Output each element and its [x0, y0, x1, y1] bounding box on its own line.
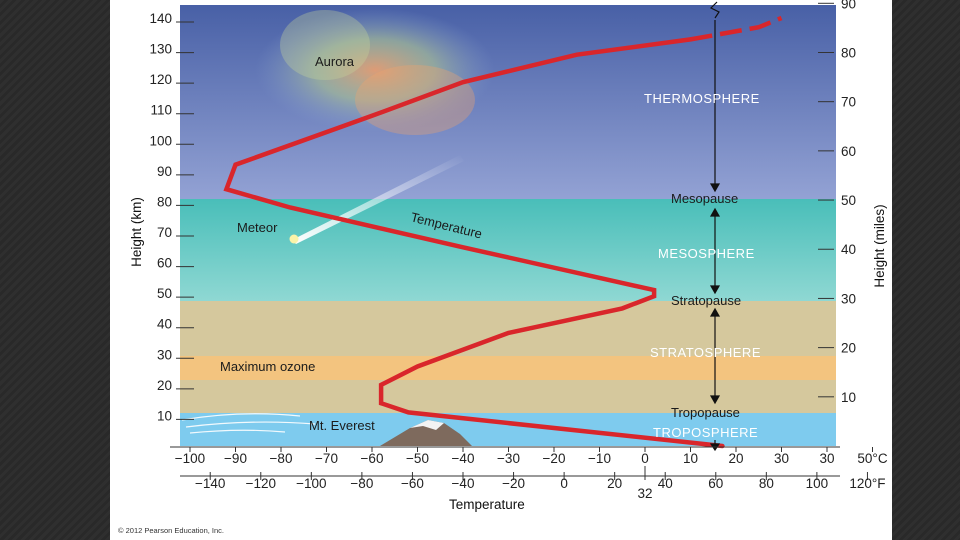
celsius-tick-label: 0	[641, 451, 649, 466]
troposphere-label: TROPOSPHERE	[653, 425, 758, 440]
thermosphere-label: THERMOSPHERE	[644, 91, 760, 106]
km-axis-title: Height (km)	[129, 197, 144, 267]
celsius-tick-label: −60	[361, 451, 384, 466]
celsius-tick-label: −90	[224, 451, 247, 466]
miles-tick-label: 70	[841, 95, 856, 110]
miles-tick-label: 20	[841, 341, 856, 356]
miles-tick-label: 90	[841, 0, 856, 11]
celsius-tick-label: −50	[406, 451, 429, 466]
layer-divider-arrow	[709, 1, 721, 452]
km-tick-label: 40	[157, 317, 172, 332]
celsius-tick-label: 20	[728, 451, 743, 466]
fahrenheit-tick-label: −100	[296, 476, 326, 491]
meteor-label: Meteor	[237, 220, 278, 235]
celsius-tick-label: −20	[543, 451, 566, 466]
km-tick-label: 60	[157, 256, 172, 271]
miles-axis-ticks: 10 20 30 40 50 60 70 80 90	[818, 0, 856, 405]
km-tick-label: 30	[157, 347, 172, 362]
celsius-tick-label: −100	[175, 451, 205, 466]
km-tick-label: 10	[157, 408, 172, 423]
fahrenheit-axis: −140 −120 −100 −80 −60 −40 −20 0 20 40 60 80 100 120°…	[180, 466, 886, 501]
fahrenheit-tick-label: 120°F	[849, 476, 885, 491]
celsius-tick-label: 30	[819, 451, 834, 466]
fahrenheit-tick-label: 40	[658, 476, 673, 491]
km-tick-label: 100	[149, 133, 172, 148]
celsius-tick-label: 50°C	[857, 451, 887, 466]
cloud-wisps	[181, 413, 316, 434]
mesosphere-band	[180, 199, 836, 301]
km-tick-label: 20	[157, 378, 172, 393]
everest-label: Mt. Everest	[309, 418, 375, 433]
stratopause-label: Stratopause	[671, 293, 741, 308]
km-tick-label: 110	[150, 103, 172, 118]
ozone-band	[180, 356, 836, 380]
atmosphere-figure: 10 20 30 40 50 60 70 80 90 100 110 120 130 140 10 20 30…	[110, 0, 892, 540]
fahrenheit-tick-label: −120	[246, 476, 276, 491]
fahrenheit-tick-label: −140	[195, 476, 225, 491]
temperature-axis-title: Temperature	[449, 497, 525, 512]
km-tick-label: 140	[149, 11, 172, 26]
troposphere-band	[180, 413, 836, 446]
km-axis-ticks: 10 20 30 40 50 60 70 80 90 100 110 120 130 140	[149, 11, 194, 423]
celsius-tick-label: −70	[315, 451, 338, 466]
tropopause-label: Tropopause	[671, 405, 740, 420]
temperature-curve-extrapolated	[690, 15, 783, 42]
aurora-label: Aurora	[315, 54, 355, 69]
celsius-tick-label: 30	[774, 451, 789, 466]
km-tick-label: 50	[157, 286, 172, 301]
max-ozone-label: Maximum ozone	[220, 359, 315, 374]
stratosphere-label: STRATOSPHERE	[650, 345, 761, 360]
celsius-tick-label: −80	[270, 451, 293, 466]
celsius-tick-label: 10	[683, 451, 698, 466]
miles-tick-label: 80	[841, 45, 856, 60]
mesopause-label: Mesopause	[671, 191, 738, 206]
fahrenheit-tick-label: −40	[452, 476, 475, 491]
miles-tick-label: 10	[841, 390, 856, 405]
miles-tick-label: 50	[841, 193, 856, 208]
fahrenheit-tick-label: 80	[759, 476, 774, 491]
mesosphere-label: MESOSPHERE	[658, 246, 755, 261]
fahrenheit-tick-label: 60	[708, 476, 723, 491]
fahrenheit-tick-label: −60	[401, 476, 424, 491]
everest-mountain	[380, 420, 472, 446]
miles-axis-title: Height (miles)	[872, 204, 887, 287]
celsius-tick-label: −10	[588, 451, 611, 466]
miles-tick-label: 30	[841, 291, 856, 306]
fahrenheit-tick-label: 100	[806, 476, 829, 491]
miles-tick-label: 60	[841, 144, 856, 159]
km-tick-label: 80	[157, 194, 172, 209]
freezing-point-label: 32	[637, 486, 652, 501]
km-tick-label: 70	[157, 225, 172, 240]
fahrenheit-tick-label: 0	[560, 476, 568, 491]
fahrenheit-tick-label: 20	[607, 476, 622, 491]
celsius-axis: −100 −90 −80 −70 −60 −50 −40 −30 −20 −10 0 10 20 30 30…	[175, 447, 888, 466]
miles-tick-label: 40	[841, 242, 856, 257]
celsius-tick-label: −30	[497, 451, 520, 466]
km-tick-label: 90	[157, 164, 172, 179]
meteor-streak	[289, 155, 464, 244]
copyright-note: © 2012 Pearson Education, Inc.	[118, 526, 224, 535]
fahrenheit-tick-label: −20	[502, 476, 525, 491]
km-tick-label: 130	[149, 42, 172, 57]
fahrenheit-tick-label: −80	[350, 476, 373, 491]
celsius-tick-label: −40	[452, 451, 475, 466]
km-tick-label: 120	[149, 72, 172, 87]
temperature-curve	[223, 37, 725, 449]
